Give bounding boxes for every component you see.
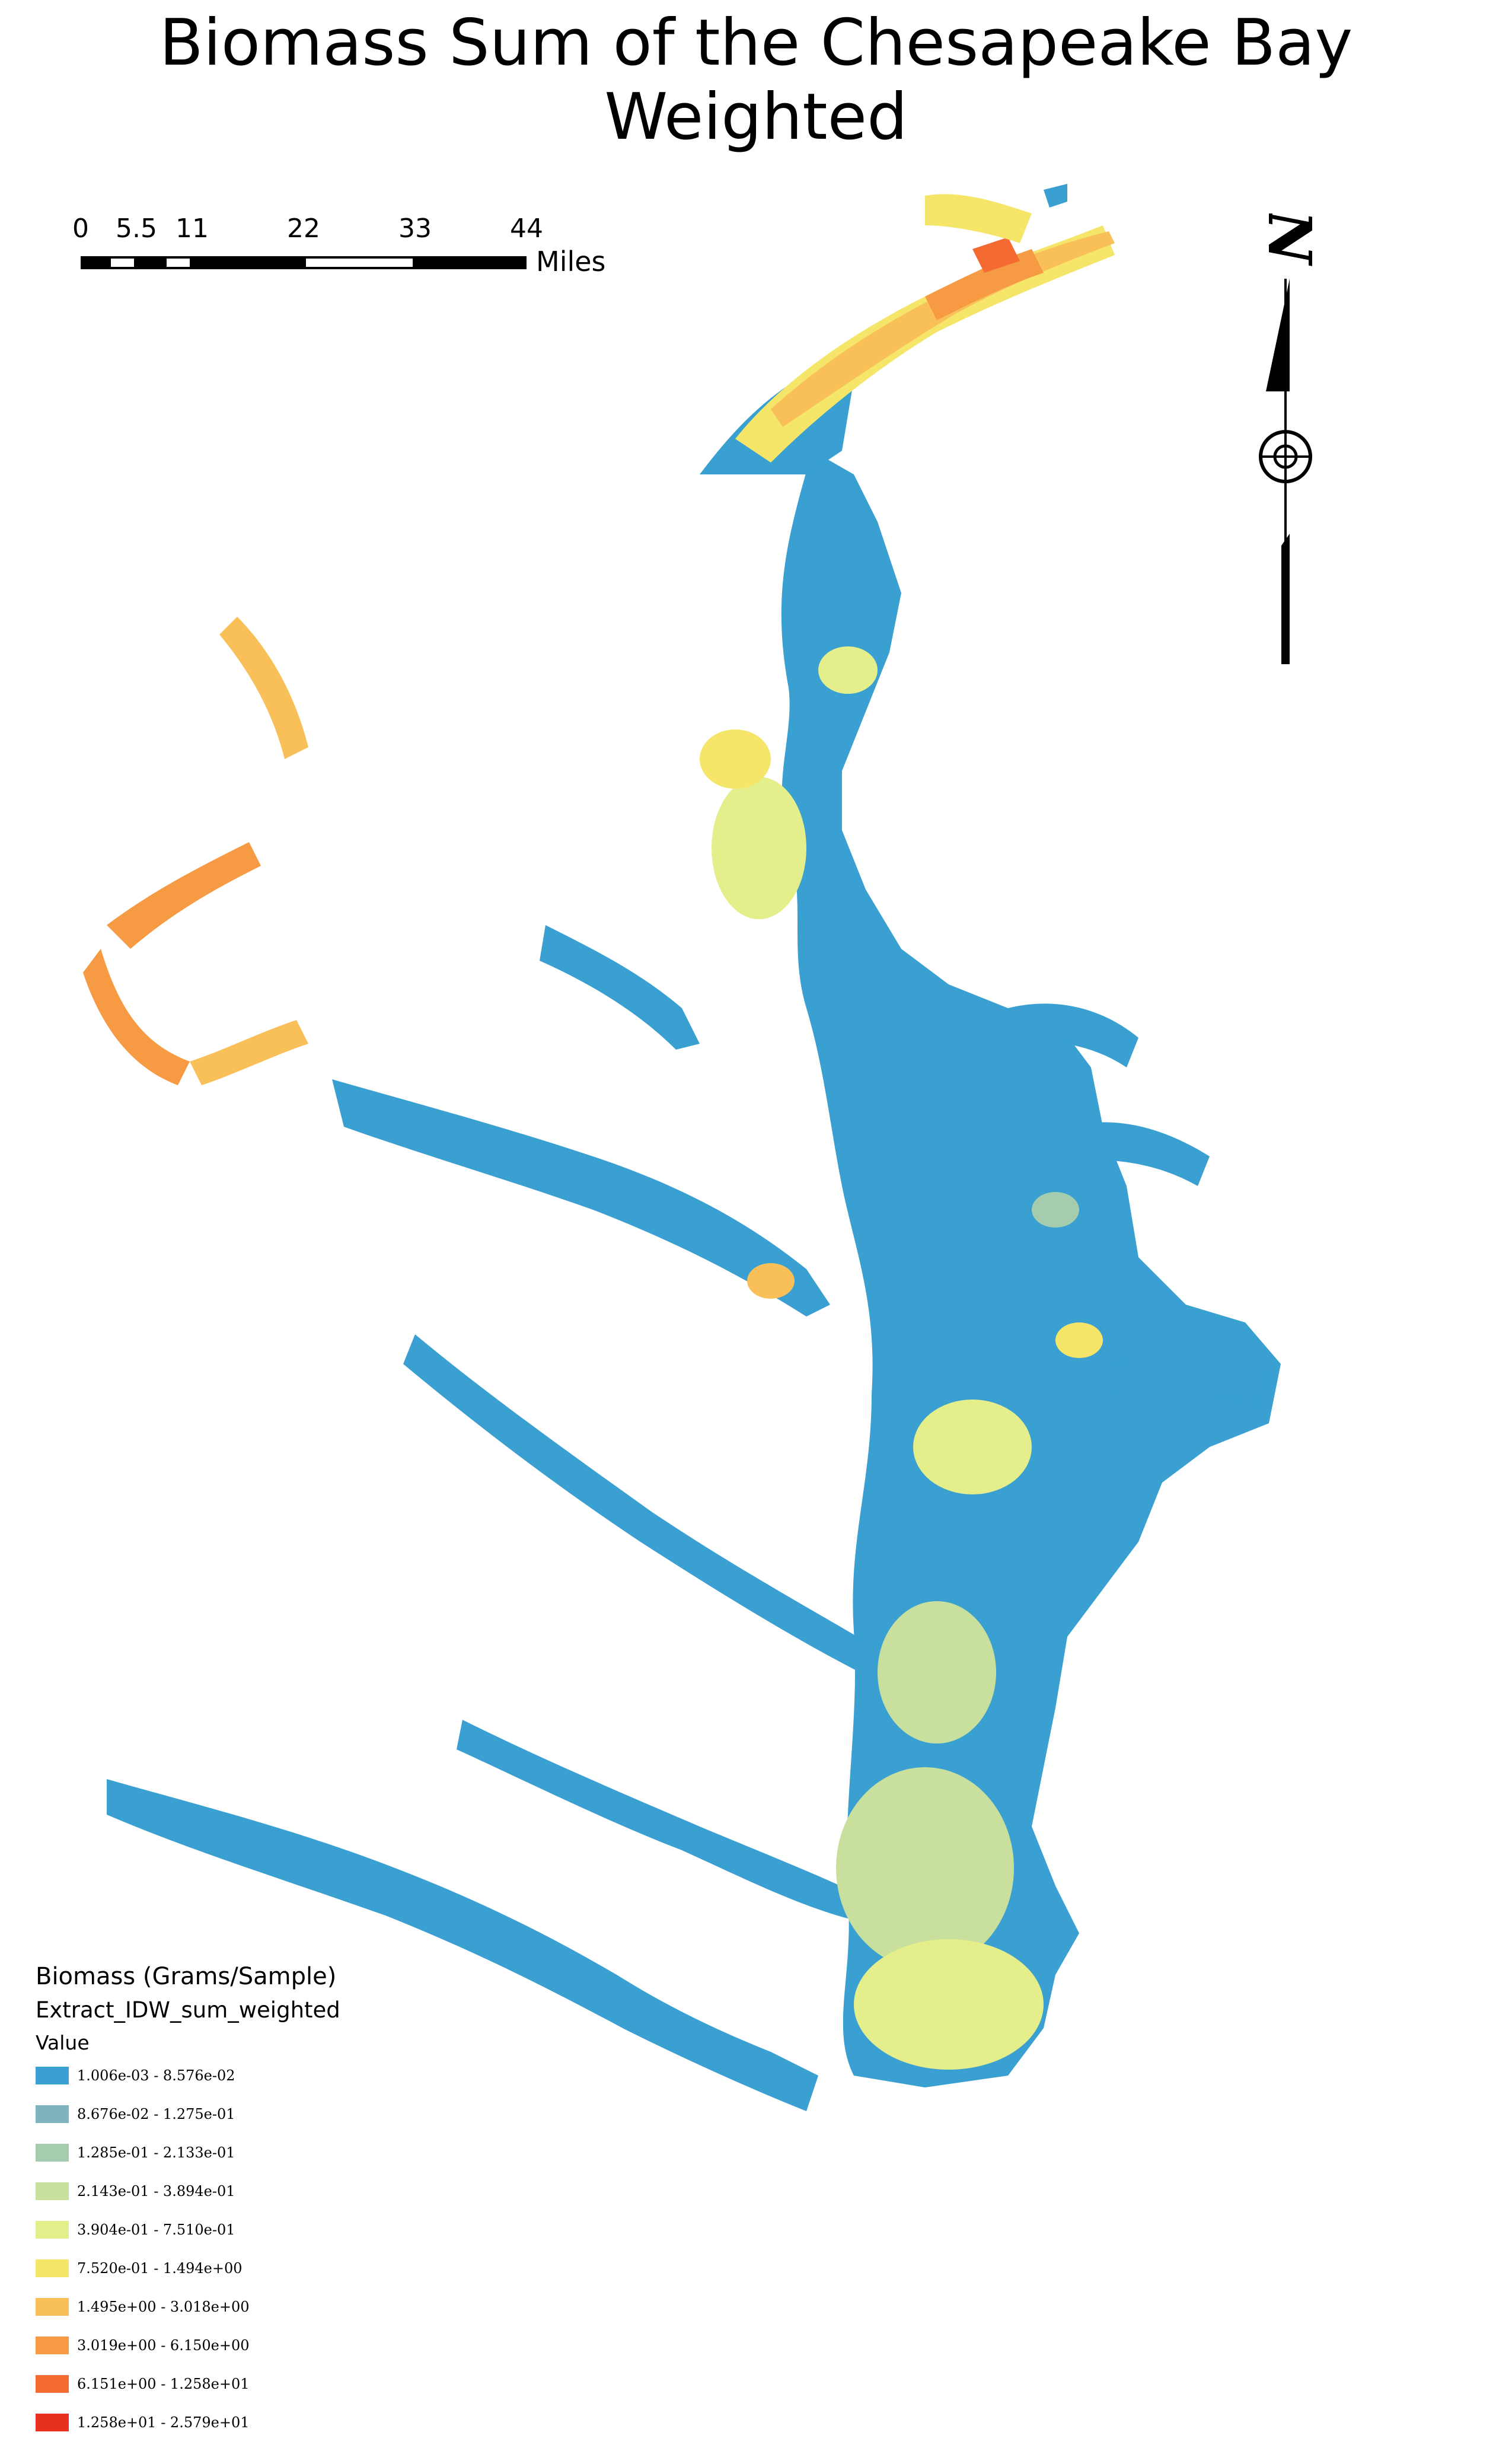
legend-swatch	[36, 2067, 69, 2084]
bay-map	[83, 184, 1281, 2111]
scale-tick-label: 0	[72, 213, 89, 244]
legend-item: 1.006e-03 - 8.576e-02	[36, 2063, 451, 2089]
legend-swatch	[36, 2182, 69, 2200]
scale-segment	[164, 256, 192, 269]
scale-segment	[81, 256, 109, 269]
scale-segment	[415, 256, 527, 269]
legend-item: 7.520e-01 - 1.494e+00	[36, 2255, 451, 2281]
legend-label: 8.676e-02 - 1.275e-01	[77, 2106, 235, 2122]
legend-swatch	[36, 2337, 69, 2354]
scale-tick-label: 33	[398, 213, 432, 244]
legend: Biomass (Grams/Sample) Extract_IDW_sum_w…	[36, 1963, 451, 2448]
rappahannock-river	[403, 1334, 878, 1678]
legend-label: 3.904e-01 - 7.510e-01	[77, 2221, 235, 2238]
legend-field-name: Value	[36, 2031, 90, 2054]
legend-item: 1.258e+01 - 2.579e+01	[36, 2409, 451, 2436]
scale-segment	[192, 256, 304, 269]
legend-label: 1.495e+00 - 3.018e+00	[77, 2299, 250, 2315]
north-letter: N	[1255, 213, 1325, 266]
scale-tick-label: 22	[287, 213, 320, 244]
legend-item: 1.285e-01 - 2.133e-01	[36, 2140, 451, 2166]
upper-bay	[700, 184, 1115, 474]
patuxent-river	[540, 925, 700, 1050]
eastern-shore-rivers	[1008, 1003, 1269, 1405]
legend-label: 6.151e+00 - 1.258e+01	[77, 2376, 250, 2392]
legend-swatch	[36, 2414, 69, 2431]
north-arrow-lower-pointer	[1281, 534, 1290, 664]
legend-item: 3.904e-01 - 7.510e-01	[36, 2217, 451, 2243]
legend-label: 1.285e-01 - 2.133e-01	[77, 2144, 235, 2161]
legend-label: 1.258e+01 - 2.579e+01	[77, 2414, 250, 2431]
legend-swatch	[36, 2375, 69, 2393]
york-river	[457, 1720, 866, 1921]
map-title: Biomass Sum of the Chesapeake Bay Weight…	[159, 6, 1353, 154]
legend-label: 2.143e-01 - 3.894e-01	[77, 2183, 235, 2200]
legend-item: 1.495e+00 - 3.018e+00	[36, 2294, 451, 2320]
scale-segment	[304, 256, 415, 269]
legend-layer-name: Extract_IDW_sum_weighted	[36, 1997, 340, 2023]
scale-bar: 0 5.5 11 22 33 44 Miles	[72, 213, 623, 285]
legend-swatch	[36, 2259, 69, 2277]
legend-item: 2.143e-01 - 3.894e-01	[36, 2178, 451, 2204]
legend-swatch	[36, 2144, 69, 2162]
legend-label: 3.019e+00 - 6.150e+00	[77, 2337, 250, 2354]
legend-title: Biomass (Grams/Sample)	[36, 1963, 337, 1990]
north-arrow-upper-pointer	[1266, 279, 1290, 391]
scale-unit-label: Miles	[536, 246, 606, 278]
scale-segment	[136, 256, 164, 269]
legend-swatch	[36, 2298, 69, 2316]
scale-tick-label: 5.5	[116, 213, 157, 244]
legend-swatch	[36, 2221, 69, 2239]
legend-label: 1.006e-03 - 8.576e-02	[77, 2067, 235, 2084]
legend-swatch	[36, 2105, 69, 2123]
scale-segment	[109, 256, 136, 269]
upper-tributary-susquehanna	[83, 617, 308, 1085]
north-arrow-icon: N	[1255, 213, 1325, 664]
legend-item: 6.151e+00 - 1.258e+01	[36, 2371, 451, 2397]
legend-label: 7.520e-01 - 1.494e+00	[77, 2260, 243, 2277]
legend-item: 8.676e-02 - 1.275e-01	[36, 2101, 451, 2127]
mid-bay-hotspots	[700, 646, 1103, 2070]
scale-tick-label: 11	[176, 213, 209, 244]
legend-class-list: 1.006e-03 - 8.576e-02 8.676e-02 - 1.275e-…	[36, 2063, 451, 2436]
potomac-river	[332, 1079, 830, 1317]
james-river	[107, 1779, 818, 2111]
scale-tick-label: 44	[510, 213, 543, 244]
legend-item: 3.019e+00 - 6.150e+00	[36, 2332, 451, 2358]
